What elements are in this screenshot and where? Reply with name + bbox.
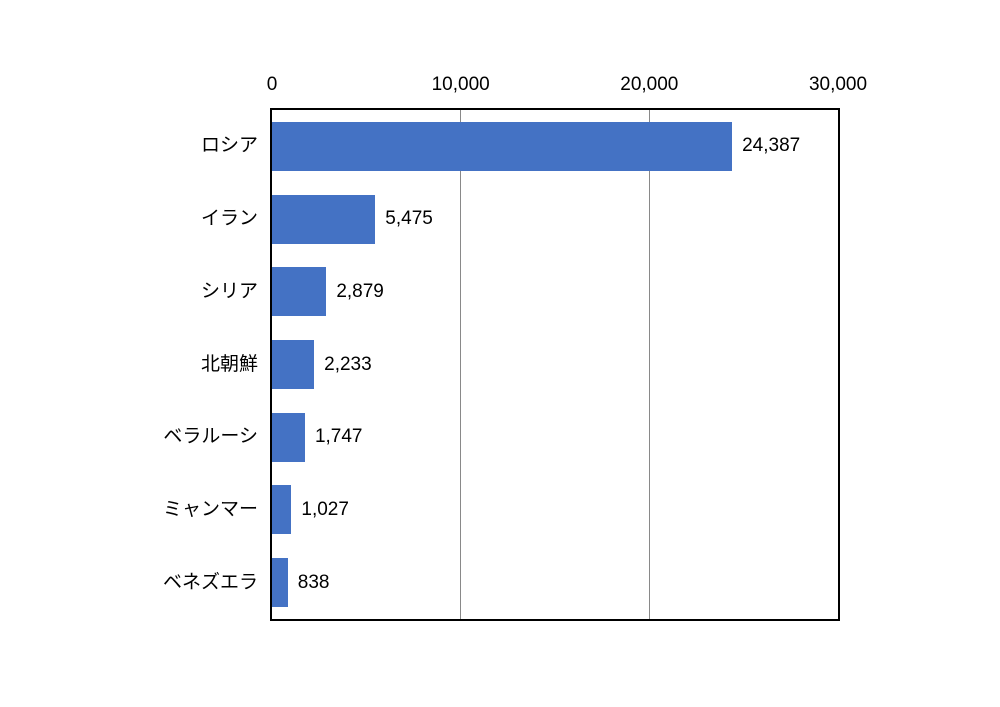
bar (272, 121, 733, 171)
bar (272, 558, 288, 608)
value-label: 1,747 (314, 426, 363, 448)
category-label: ベネズエラ (162, 571, 258, 593)
x-axis-tick-label: 10,000 (431, 74, 490, 95)
value-label: 838 (297, 571, 330, 593)
bar (272, 267, 327, 317)
category-label: ミャンマー (162, 498, 258, 520)
plot-area: 24,387 5,475 2,879 2,233 1,747 1,027 838 (270, 108, 840, 621)
category-label: シリア (200, 280, 258, 302)
x-axis-tick-label: 20,000 (620, 74, 679, 95)
category-label: 北朝鮮 (200, 353, 258, 375)
value-label: 24,387 (742, 135, 801, 157)
value-label: 5,475 (385, 208, 433, 230)
value-label: 1,027 (301, 498, 349, 520)
category-label: ベラルーシ (163, 426, 258, 448)
category-label: イラン (200, 208, 258, 230)
gridline (460, 110, 462, 619)
x-axis-tick-label: 0 (266, 74, 278, 95)
gridline (648, 110, 650, 619)
plot-inner: 24,387 5,475 2,879 2,233 1,747 1,027 838 (272, 110, 838, 619)
bar (272, 194, 376, 244)
x-axis-tick-label: 30,000 (808, 74, 868, 95)
value-label: 2,879 (336, 280, 384, 302)
value-label: 2,233 (324, 353, 372, 375)
bar (272, 340, 315, 389)
bar (272, 412, 305, 462)
bar (272, 485, 292, 535)
category-label: ロシア (200, 135, 258, 157)
